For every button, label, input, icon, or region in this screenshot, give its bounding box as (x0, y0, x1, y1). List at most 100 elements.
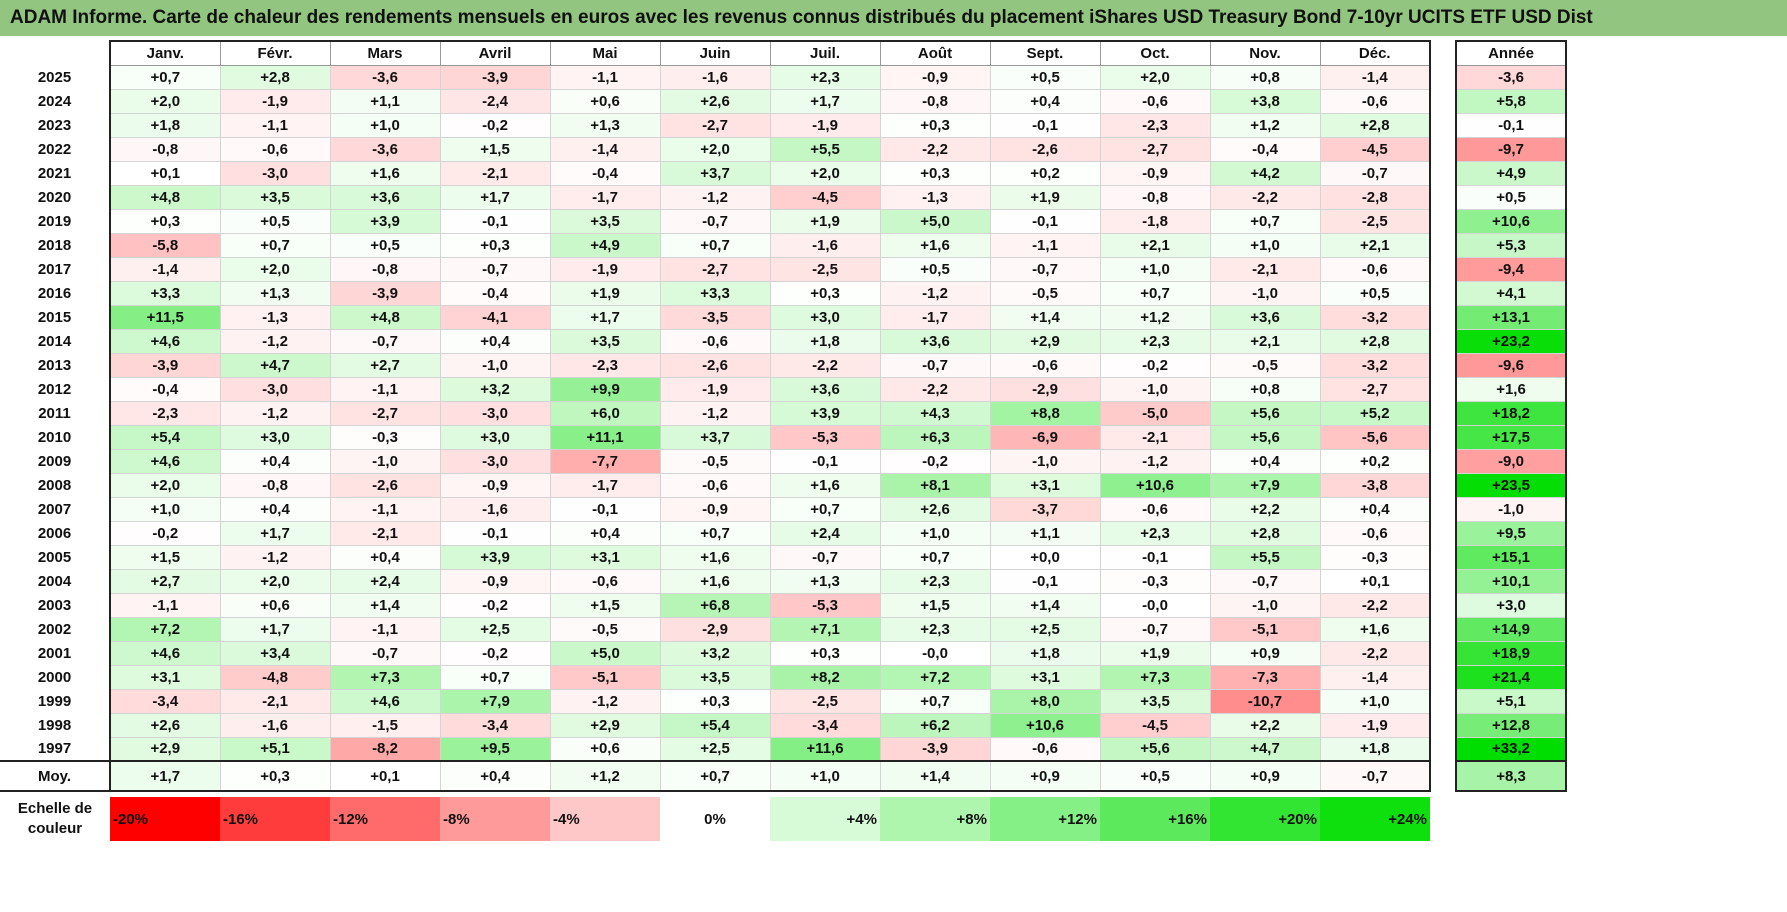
heatmap-cell: +4,8 (109, 184, 221, 210)
month-header: Févr. (219, 40, 331, 66)
heatmap-cell: +7,2 (879, 664, 991, 690)
heatmap-cell: -4,5 (1319, 136, 1431, 162)
heatmap-cell: -2,5 (769, 688, 881, 714)
heatmap-cell: -0,6 (1319, 88, 1431, 114)
year-label: 2022 (37, 140, 72, 158)
heatmap-cell: -7,7 (549, 448, 661, 474)
heatmap-cell: +8,0 (989, 688, 1101, 714)
heatmap-cell: -3,9 (439, 64, 551, 90)
average-cell: +0,5 (1099, 760, 1211, 792)
heatmap-cell: -5,8 (109, 232, 221, 258)
heatmap-cell: +0,7 (659, 232, 771, 258)
month-header-row: Janv. Févr. Mars Avril Mai Juin Juil. Août Sept.… (0, 40, 1567, 66)
heatmap-cell: -3,7 (989, 496, 1101, 522)
average-cell: +1,2 (549, 760, 661, 792)
heatmap-cell: +0,7 (659, 520, 771, 546)
heatmap-cell: +0,7 (879, 544, 991, 570)
heatmap-cell: -1,6 (769, 232, 881, 258)
table-row: 1999 -3,4 -2,1 +4,6 +7,9 -1,2 +0,3 -2,5 +0,7 +8,0… (0, 688, 1567, 714)
heatmap-cell: -0,4 (549, 160, 661, 186)
heatmap-cell: -2,6 (329, 472, 441, 498)
heatmap-cell: +3,9 (439, 544, 551, 570)
heatmap-cell: -1,4 (1319, 64, 1431, 90)
heatmap-cell: +2,5 (989, 616, 1101, 642)
annual-cell: -9,0 (1455, 448, 1567, 474)
heatmap-cell: +2,7 (109, 568, 221, 594)
heatmap-cell: +2,3 (1099, 328, 1211, 354)
heatmap-cell: +2,1 (1319, 232, 1431, 258)
gap-cell (1430, 713, 1456, 737)
year-label: 2000 (37, 668, 72, 686)
annual-cell: +5,1 (1455, 688, 1567, 714)
heatmap-cell: +2,0 (109, 88, 221, 114)
heatmap-cell: -0,9 (1099, 160, 1211, 186)
heatmap-cell: -0,6 (549, 568, 661, 594)
heatmap-cell: -2,9 (659, 616, 771, 642)
heatmap-cell: +6,2 (879, 712, 991, 738)
heatmap-cell: +3,6 (329, 184, 441, 210)
heatmap-cell: -2,3 (549, 352, 661, 378)
heatmap-cell: -0,7 (1209, 568, 1321, 594)
annual-cell: -0,1 (1455, 112, 1567, 138)
gap-cell (1430, 209, 1456, 233)
heatmap-cell: -1,7 (879, 304, 991, 330)
heatmap-cell: +0,5 (989, 64, 1101, 90)
heatmap-cell: -0,6 (1099, 88, 1211, 114)
gap-cell (1430, 329, 1456, 353)
annual-cell: +10,6 (1455, 208, 1567, 234)
table-row: 2021 +0,1 -3,0 +1,6 -2,1 -0,4 +3,7 +2,0 +0,3 +0,2… (0, 160, 1567, 186)
heatmap-cell: +1,7 (219, 520, 331, 546)
color-scale-swatch: +8% (880, 797, 990, 841)
heatmap-cell: +5,0 (549, 640, 661, 666)
heatmap-cell: +7,3 (329, 664, 441, 690)
heatmap-cell: +1,3 (219, 280, 331, 306)
heatmap-cell: +2,3 (879, 616, 991, 642)
heatmap-cell: -3,9 (109, 352, 221, 378)
year-label: 2019 (37, 212, 72, 230)
average-cell: +1,4 (879, 760, 991, 792)
annual-cell: -1,0 (1455, 496, 1567, 522)
heatmap-cell: -0,4 (109, 376, 221, 402)
gap-cell (1430, 65, 1456, 89)
gap-cell (1430, 473, 1456, 497)
heatmap-cell: +7,3 (1099, 664, 1211, 690)
heatmap-cell: -4,8 (219, 664, 331, 690)
gap-cell (1430, 521, 1456, 545)
heatmap-cell: +0,9 (1209, 640, 1321, 666)
heatmap-cell: +1,0 (1209, 232, 1321, 258)
table-row: 2020 +4,8 +3,5 +3,6 +1,7 -1,7 -1,2 -4,5 -1,3 +1,9… (0, 184, 1567, 210)
gap-cell (1430, 425, 1456, 449)
heatmap-cell: -1,6 (219, 712, 331, 738)
color-scale-swatch: -12% (330, 797, 440, 841)
table-row: 2019 +0,3 +0,5 +3,9 -0,1 +3,5 -0,7 +1,9 +5,0 -0,1… (0, 208, 1567, 234)
heatmap-cell: +5,0 (879, 208, 991, 234)
annual-cell: +15,1 (1455, 544, 1567, 570)
gap-cell (1430, 641, 1456, 665)
heatmap-cell: -1,0 (1209, 592, 1321, 618)
average-cell: +0,7 (659, 760, 771, 792)
heatmap-cell: +0,6 (549, 88, 661, 114)
heatmap-cell: +0,3 (659, 688, 771, 714)
heatmap-cell: -0,3 (1099, 568, 1211, 594)
month-header: Juin (659, 40, 771, 66)
annual-cell: +23,5 (1455, 472, 1567, 498)
heatmap-cell: -2,5 (1319, 208, 1431, 234)
average-cell: +1,7 (109, 760, 221, 792)
heatmap-cell: +3,5 (1099, 688, 1211, 714)
heatmap-cell: +0,4 (219, 496, 331, 522)
heatmap-cell: -1,2 (659, 400, 771, 426)
heatmap-cell: +2,4 (329, 568, 441, 594)
heatmap-cell: -0,8 (879, 88, 991, 114)
heatmap-cell: +8,2 (769, 664, 881, 690)
month-header: Oct. (1099, 40, 1211, 66)
annual-cell: +5,8 (1455, 88, 1567, 114)
heatmap-cell: -0,6 (1319, 520, 1431, 546)
heatmap-cell: -5,3 (769, 592, 881, 618)
gap-cell (1430, 257, 1456, 281)
heatmap-cell: -0,8 (1099, 184, 1211, 210)
gap-cell (1430, 545, 1456, 569)
color-scale-swatch: +24% (1320, 797, 1430, 841)
heatmap-cell: +1,4 (329, 592, 441, 618)
table-row: 2018 -5,8 +0,7 +0,5 +0,3 +4,9 +0,7 -1,6 +1,6 -1,1… (0, 232, 1567, 258)
heatmap-cell: -1,0 (329, 448, 441, 474)
